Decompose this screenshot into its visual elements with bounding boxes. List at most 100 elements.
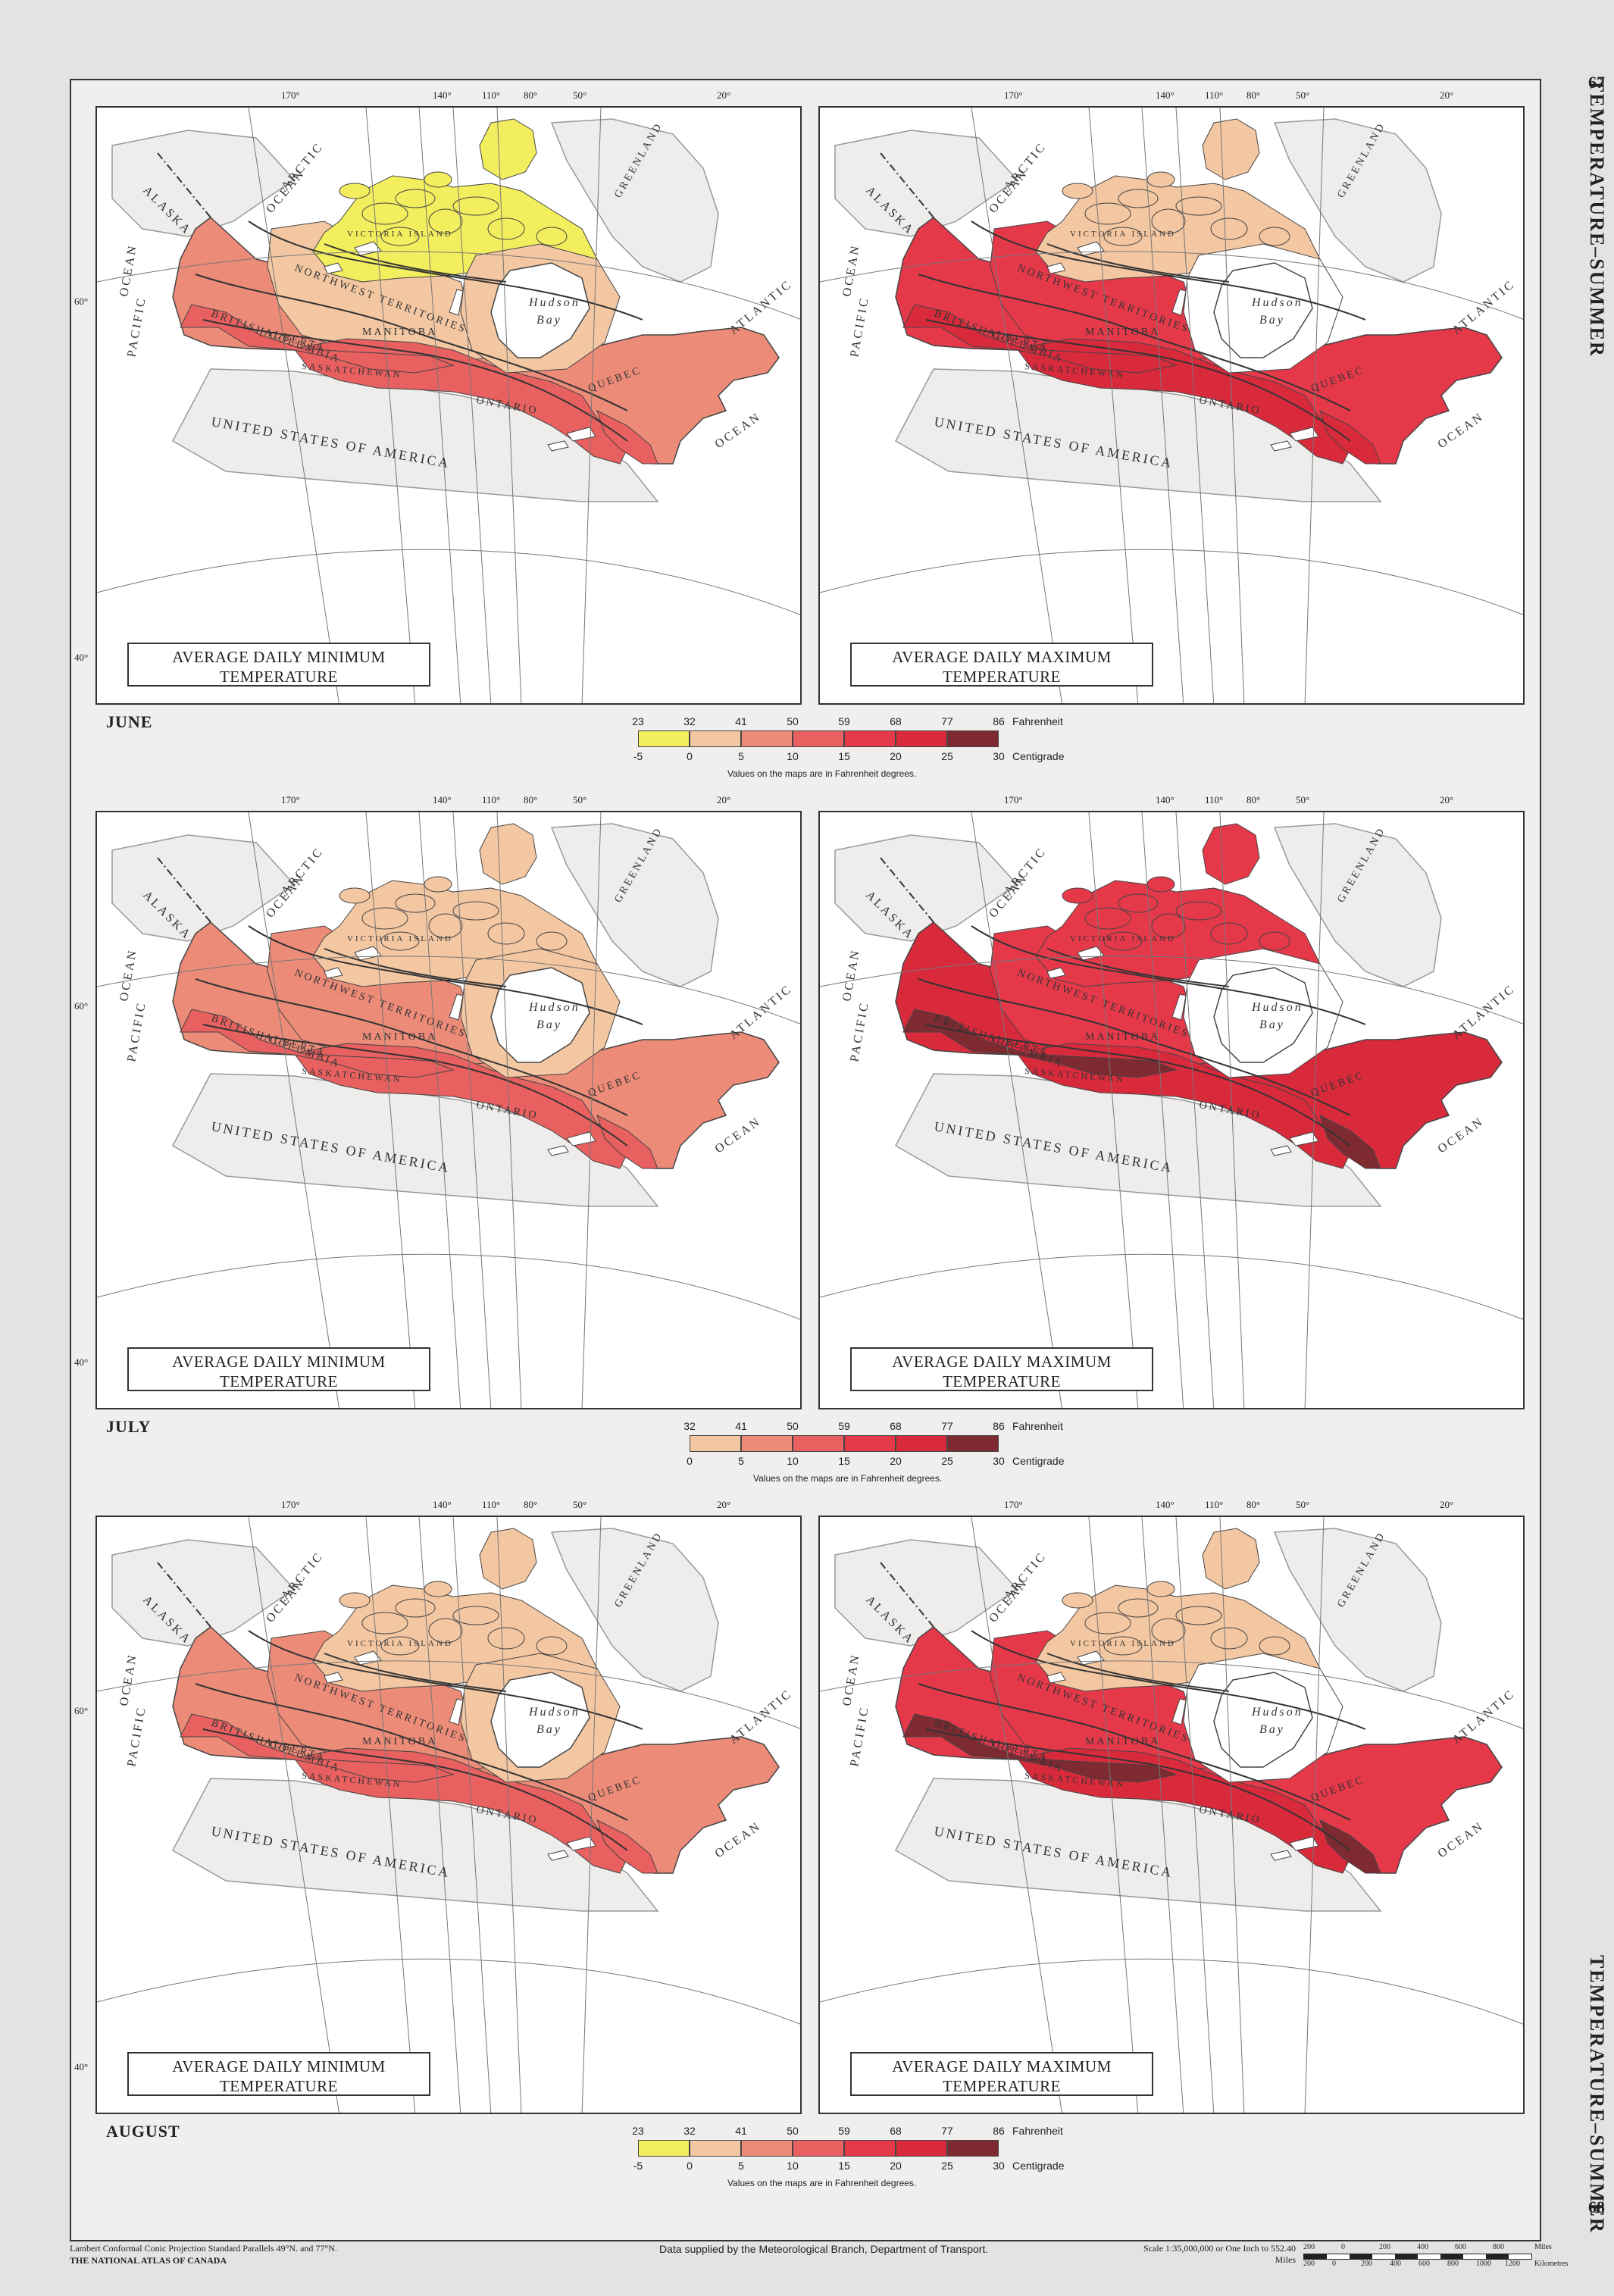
map-title-line-2: TEMPERATURE <box>942 1372 1061 1390</box>
legend-unit-centigrade: Centigrade <box>1012 1455 1065 1467</box>
svg-text:VICTORIA ISLAND: VICTORIA ISLAND <box>1070 230 1176 239</box>
legend-fahrenheit-tick: 86 <box>993 715 1005 727</box>
longitude-label: 110° <box>482 89 501 101</box>
legend-fahrenheit-tick: 32 <box>683 715 696 727</box>
legend-fahrenheit-tick: 23 <box>632 2125 644 2137</box>
legend-swatch <box>947 1435 999 1452</box>
longitude-label: 50° <box>1296 89 1310 101</box>
longitude-label: 80° <box>1246 794 1261 805</box>
longitude-label: 170° <box>281 794 300 805</box>
legend-unit-centigrade: Centigrade <box>1012 750 1065 762</box>
map-title-line-1: AVERAGE DAILY MINIMUM <box>172 648 386 666</box>
legend-fahrenheit-tick: 50 <box>787 1420 799 1432</box>
longitude-label: 170° <box>281 1499 300 1510</box>
scale-mile-tick: 400 <box>1417 2243 1428 2251</box>
legend-fahrenheit-tick: 86 <box>993 1420 1005 1432</box>
temperature-map: ARCTICOCEANALASKAGREENLANDPACIFICOCEANAT… <box>820 108 1523 703</box>
map-title-line-2: TEMPERATURE <box>219 668 338 686</box>
scale-km-tick: 1200 <box>1505 2260 1520 2268</box>
legend-centigrade-tick: -5 <box>633 2160 643 2172</box>
legend-note: Values on the maps are in Fahrenheit deg… <box>753 1473 943 1484</box>
latitude-label: 60° <box>74 1705 89 1716</box>
temperature-map: ARCTICOCEANALASKAGREENLANDPACIFICOCEANAT… <box>97 1517 800 2113</box>
month-label: AUGUST <box>106 2122 180 2141</box>
legend-fahrenheit-tick: 41 <box>735 715 747 727</box>
legend-centigrade-tick: 10 <box>787 750 799 762</box>
legend-swatch <box>947 2140 999 2157</box>
longitude-label: 110° <box>482 794 501 805</box>
longitude-label: 50° <box>573 794 587 805</box>
legend-swatch <box>844 1435 896 1452</box>
svg-text:Hudson: Hudson <box>1251 296 1303 309</box>
scale-km-tick: 400 <box>1390 2260 1401 2268</box>
legend-swatch <box>638 730 690 747</box>
legend-swatch <box>844 730 896 747</box>
map-title-line-1: AVERAGE DAILY MINIMUM <box>172 1353 386 1371</box>
map-title-box: AVERAGE DAILY MAXIMUM TEMPERATURE <box>850 1347 1153 1391</box>
map-title-line-1: AVERAGE DAILY MINIMUM <box>172 2057 386 2075</box>
legend-centigrade-tick: 0 <box>687 750 693 762</box>
temperature-legend: 23 32 41 50 59 68 77 86 -5 0 5 10 15 20 25 30 Fahrenheit… <box>632 715 1150 779</box>
longitude-label: 110° <box>482 1499 501 1510</box>
scale-km-tick: 600 <box>1419 2260 1430 2268</box>
legend-unit-fahrenheit: Fahrenheit <box>1012 2125 1063 2137</box>
legend-fahrenheit-tick: 77 <box>941 2125 953 2137</box>
legend-centigrade-tick: 30 <box>993 750 1005 762</box>
map-panel-july-max: ARCTIC OCEAN ALASKA GREENLAND PACIFIC OCEAN AT… <box>818 811 1525 1409</box>
legend-fahrenheit-tick: 59 <box>838 715 850 727</box>
temperature-legend: 23 32 41 50 59 68 77 86 -5 0 5 10 15 20 25 30 Fahrenheit… <box>632 2125 1150 2188</box>
legend-fahrenheit-tick: 77 <box>941 715 953 727</box>
legend-swatch <box>844 2140 896 2157</box>
longitude-label: 50° <box>1296 1499 1310 1510</box>
svg-text:MANITOBA: MANITOBA <box>362 1031 437 1043</box>
scale-km-tick: 200 <box>1303 2260 1315 2268</box>
legend-fahrenheit-tick: 68 <box>890 2125 902 2137</box>
map-title-line-2: TEMPERATURE <box>942 668 1061 686</box>
map-title-line-2: TEMPERATURE <box>219 1372 338 1390</box>
map-panel-june-min: ARCTIC OCEAN ALASKA GREENLAND PACIFIC OCEAN AT… <box>95 106 802 705</box>
legend-centigrade-tick: 10 <box>787 1455 799 1467</box>
longitude-label: 80° <box>1246 89 1261 101</box>
svg-text:VICTORIA ISLAND: VICTORIA ISLAND <box>1070 1639 1176 1648</box>
legend-unit-fahrenheit: Fahrenheit <box>1012 715 1063 727</box>
scale-km-tick: 800 <box>1447 2260 1459 2268</box>
legend-centigrade-tick: 0 <box>687 2160 693 2172</box>
legend-fahrenheit-tick: 32 <box>683 2125 696 2137</box>
legend-centigrade-tick: 20 <box>890 750 902 762</box>
longitude-label: 20° <box>717 1499 731 1510</box>
legend-swatch <box>896 1435 947 1452</box>
scale-km-tick: 0 <box>1332 2260 1336 2268</box>
legend-swatch <box>741 730 793 747</box>
svg-text:MANITOBA: MANITOBA <box>1085 1736 1160 1747</box>
longitude-label: 140° <box>433 89 452 101</box>
legend-note: Values on the maps are in Fahrenheit deg… <box>727 2178 917 2188</box>
map-title-box: AVERAGE DAILY MAXIMUM TEMPERATURE <box>850 643 1153 687</box>
svg-text:Hudson: Hudson <box>528 1001 580 1014</box>
projection-note: Lambert Conformal Conic Projection Stand… <box>70 2243 337 2254</box>
svg-text:Bay: Bay <box>536 314 562 327</box>
legend-centigrade-tick: 20 <box>890 1455 902 1467</box>
legend-swatch <box>741 1435 793 1452</box>
scale-mile-tick: 800 <box>1493 2243 1504 2251</box>
legend-centigrade-tick: 0 <box>687 1455 693 1467</box>
scale-mile-tick: 200 <box>1303 2243 1315 2251</box>
svg-text:Hudson: Hudson <box>528 296 580 309</box>
scale-km-tick: 200 <box>1361 2260 1372 2268</box>
latitude-label: 60° <box>74 1000 89 1012</box>
legend-swatch <box>793 1435 844 1452</box>
longitude-label: 170° <box>1004 1499 1023 1510</box>
legend-centigrade-tick: -5 <box>633 750 643 762</box>
latitude-label: 60° <box>74 296 89 307</box>
map-panel-june-max: ARCTIC OCEAN ALASKA GREENLAND PACIFIC OCEAN AT… <box>818 106 1525 705</box>
legend-centigrade-tick: 5 <box>738 2160 744 2172</box>
legend-centigrade-tick: 20 <box>890 2160 902 2172</box>
month-label: JULY <box>106 1417 152 1436</box>
svg-text:MANITOBA: MANITOBA <box>1085 1031 1160 1043</box>
map-panel-july-min: ARCTIC OCEAN ALASKA GREENLAND PACIFIC OCEAN AT… <box>95 811 802 1409</box>
legend-centigrade-tick: 15 <box>838 750 850 762</box>
latitude-label: 40° <box>74 1356 89 1368</box>
longitude-label: 140° <box>433 1499 452 1510</box>
legend-note: Values on the maps are in Fahrenheit deg… <box>727 768 917 779</box>
page-number-left: 67 <box>1588 73 1605 92</box>
longitude-label: 110° <box>1205 89 1224 101</box>
